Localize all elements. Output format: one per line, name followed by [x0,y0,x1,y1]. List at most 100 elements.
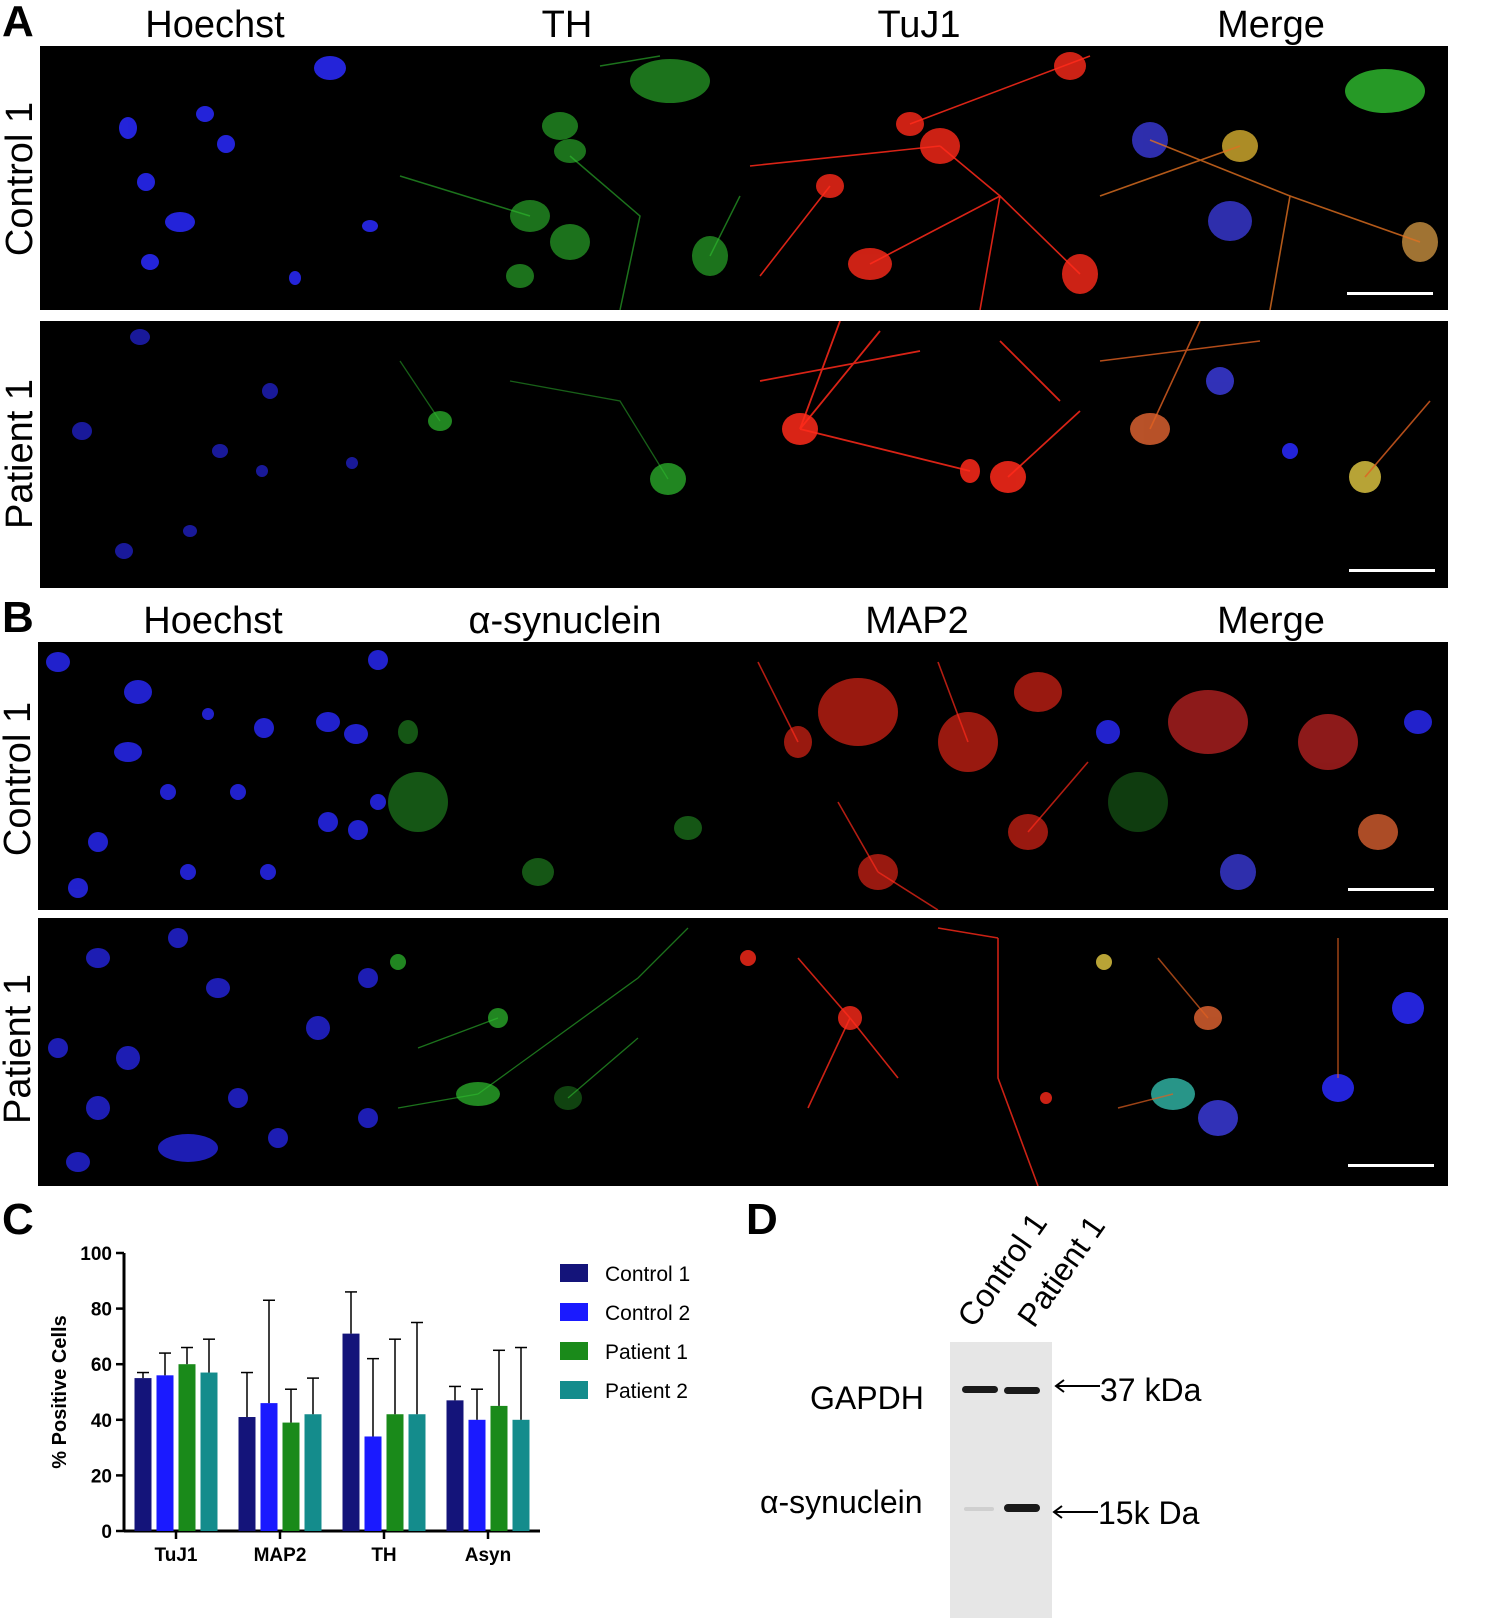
th-neurites [399,55,741,310]
x-tick-label: TH [371,1545,396,1566]
panel-a-row-control: Control 1 [0,101,41,257]
bar [364,1436,382,1531]
bar [260,1403,278,1531]
legend-swatch [560,1264,588,1282]
panel-a-row-patient: Patient 1 [0,379,41,529]
merge-neurites [1117,938,1339,1109]
bar [512,1419,530,1531]
hoechst-nuclei [119,56,378,285]
legend-swatch [560,1303,588,1321]
y-axis-label: % Positive Cells [49,1315,71,1468]
y-tick-label: 40 [91,1411,112,1432]
bar [408,1414,426,1531]
map2-neurites [757,661,1089,910]
gapdh-label: GAPDH [810,1380,924,1416]
panel-a-patient-svg [72,321,1431,559]
panel-b-control-micrographs [38,642,1448,910]
gapdh-band-control [962,1386,998,1393]
scale-bar [1348,1164,1434,1167]
bar [490,1405,508,1531]
merge-neurites [1099,139,1421,310]
panel-b-letter: B [2,593,34,642]
legend-swatch [560,1342,588,1360]
western-blot [950,1342,1052,1618]
legend-swatch [560,1381,588,1399]
bar [156,1375,174,1531]
bar [386,1414,404,1531]
y-tick-label: 100 [80,1244,112,1265]
asyn-cells [390,954,582,1110]
tuj1-neurites [759,321,1081,478]
th-cells [428,411,686,495]
bar-chart: 0 20 40 60 80 100 % Positive Cells TuJ1 MAP2 TH As… [49,1244,690,1566]
hoechst-nuclei [72,329,358,559]
bar [304,1414,322,1531]
bar [282,1422,300,1531]
panel-a-letter: A [2,0,34,46]
th-cells [506,59,728,288]
hoechst-nuclei [48,928,378,1172]
marker-15kda: 15k Da [1098,1495,1200,1531]
panel-a-col-merge: Merge [1217,4,1325,46]
tuj1-cells [816,52,1098,294]
bar [468,1419,486,1531]
legend-entry: Patient 2 [605,1380,688,1403]
bar [200,1372,218,1531]
arrow-icon [1054,1379,1100,1393]
map2-cells [784,672,1062,890]
y-tick-label: 60 [91,1355,112,1376]
marker-37kda: 37 kDa [1100,1372,1202,1408]
merge-cells [1130,367,1381,493]
gapdh-band-patient [1004,1387,1040,1394]
asyn-label: α-synuclein [760,1484,923,1520]
map2-cells [740,950,1052,1104]
panel-b-control-svg [46,650,1432,910]
asyn-band-patient [1004,1504,1040,1512]
asyn-cells [388,720,702,886]
panel-b-col-hoechst: Hoechst [143,600,283,642]
map2-neurites [797,927,1039,1186]
merge-cells [1096,690,1432,890]
bar [238,1417,256,1531]
scale-bar [1349,569,1435,572]
panel-a-control-svg [119,52,1438,310]
asyn-neurites [397,927,689,1109]
merge-cells [1096,954,1424,1136]
panel-c-letter: C [2,1195,34,1244]
y-tick-label: 20 [91,1466,112,1487]
bar [134,1378,152,1531]
legend-entry: Control 1 [605,1263,690,1286]
scale-bar [1348,888,1434,891]
panel-a-col-tuj1: TuJ1 [877,4,961,46]
tuj1-neurites [749,55,1091,310]
panel-b-patient-micrographs [38,918,1448,1186]
panel-a-patient-micrographs [40,321,1448,588]
tuj1-cells [782,413,1026,493]
panel-d-letter: D [746,1195,778,1244]
panel-b-patient-svg [48,927,1424,1186]
x-tick-label: Asyn [465,1545,511,1566]
th-neurites [399,360,669,480]
panel-a-control-micrographs [40,46,1448,310]
bar [178,1364,196,1531]
bar [342,1333,360,1531]
bar [446,1400,464,1531]
y-tick-label: 80 [91,1300,112,1321]
x-tick-label: MAP2 [254,1545,307,1566]
legend-entry: Control 2 [605,1302,690,1325]
y-tick-label: 0 [101,1522,112,1543]
panel-b-col-merge: Merge [1217,600,1325,642]
panel-b-col-asyn: α-synuclein [468,600,662,642]
panel-a-col-th: TH [541,4,593,46]
panel-b-row-control: Control 1 [0,701,39,857]
asyn-band-control [964,1507,994,1511]
scale-bar [1347,292,1433,295]
arrow-icon [1052,1505,1098,1519]
merge-neurites [1099,321,1431,478]
legend-entry: Patient 1 [605,1341,688,1364]
panel-a-col-hoechst: Hoechst [145,4,285,46]
panel-b-row-patient: Patient 1 [0,974,39,1124]
merge-cells [1132,69,1438,262]
hoechst-nuclei [46,650,388,898]
panel-b-col-map2: MAP2 [865,600,969,642]
